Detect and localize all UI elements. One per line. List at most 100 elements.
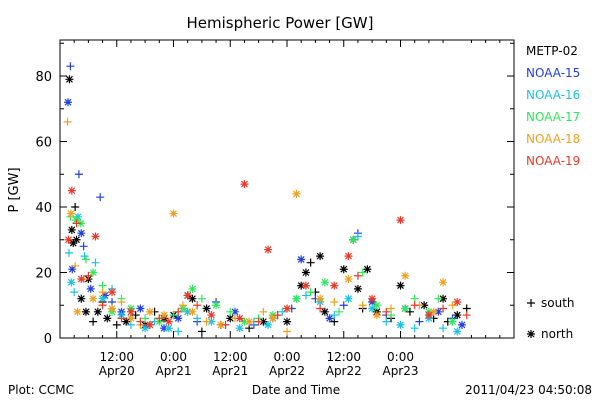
y-axis: 0 20 40 60 80 [35,42,514,347]
legend-entry: NOAA-17 [526,110,580,124]
marker-legend-label: north [541,327,573,341]
data-point-south [131,311,140,320]
data-point-north [401,304,410,313]
x-tick-date: Apr23 [382,364,418,378]
x-tick-date: Apr22 [326,364,362,378]
data-point-north [216,320,225,329]
x-tick-time: 12:00 [99,350,134,364]
data-point-north [77,294,86,303]
data-point-north [344,294,353,303]
data-point-north [235,314,244,323]
data-point-south [339,301,348,310]
data-point-south [117,314,126,323]
data-point-north [349,235,358,244]
data-point-north [100,291,109,300]
data-point-north [73,307,82,316]
x-tick-date: Apr21 [155,364,191,378]
data-point-north [89,268,98,277]
data-point-north [297,255,306,264]
data-point-north [434,307,443,316]
data-point-north [174,314,183,323]
data-point-north [86,284,95,293]
legend-entry: NOAA-15 [526,66,580,80]
data-point-south [84,271,93,280]
marker-legend-symbol [527,330,535,338]
data-point-south [79,242,88,251]
data-point-north [448,317,457,326]
data-point-south [278,307,287,316]
legend: METP-02 NOAA-15 NOAA-16 NOAA-17 NOAA-18 NOAA-… [526,44,580,168]
data-point-south [283,327,291,336]
data-point-north [67,278,76,287]
x-tick-date: Apr22 [269,364,305,378]
data-point-south [301,291,310,300]
data-point-south [98,288,107,297]
data-point-south [96,193,105,202]
data-point-north [82,307,91,316]
data-point-south [330,311,339,320]
data-point-north [91,232,100,241]
data-point-north [64,98,73,107]
marker-legend: south north [527,296,575,341]
data-point-north [439,294,448,303]
data-point-north [259,317,268,326]
data-point-south [136,317,145,326]
x-tick-time: 0:00 [387,350,414,364]
data-point-north [183,307,192,316]
data-point-south [80,252,89,261]
data-point-north [429,307,438,316]
data-point-north [264,320,273,329]
data-point-south [193,301,202,310]
data-point-north [108,304,117,313]
data-point-north [89,294,98,303]
data-point-north [202,304,211,313]
data-point-north [235,324,244,333]
marker-legend-symbol [527,299,535,307]
x-tick-time: 12:00 [213,350,248,364]
data-point-north [188,307,197,316]
data-point-north [372,311,381,320]
series-noaa-18 [63,117,457,336]
data-point-north [93,307,102,316]
data-point-south [335,307,344,316]
data-point-south [178,301,187,310]
data-point-south [353,232,362,241]
footer-left: Plot: CCMC [8,383,74,397]
data-point-north [453,297,462,306]
data-point-north [401,271,410,280]
x-tick-date: Apr20 [99,364,135,378]
data-point-north [420,301,429,310]
data-point-south [89,317,98,326]
legend-entry: NOAA-18 [526,132,580,146]
data-point-south [439,324,448,333]
data-point-south [382,317,391,326]
data-point-north [145,307,154,316]
data-point-north [330,281,339,290]
x-tick-time: 0:00 [274,350,301,364]
footer-right: 2011/04/23 04:50:08 [465,383,592,397]
marker-legend-label: south [541,296,575,310]
data-point-south [117,297,126,306]
legend-entry: METP-02 [526,44,578,58]
data-point-north [297,281,306,290]
data-point-north [439,278,448,287]
x-tick-time: 12:00 [326,350,361,364]
data-point-north [126,307,135,316]
data-point-north [65,75,74,84]
data-point-south [273,311,282,320]
data-point-north [301,268,310,277]
data-point-south [316,304,325,313]
x-tick-time: 0:00 [160,350,187,364]
plot-frame [59,39,515,339]
data-point-south [71,203,80,212]
data-point-north [292,189,301,198]
data-point-south [141,314,150,323]
data-point-south [70,288,79,297]
data-point-south [405,307,414,316]
data-point-south [259,307,268,316]
data-point-north [67,225,76,234]
data-point-south [91,258,100,267]
data-point-north [108,288,117,297]
data-point-south [174,307,183,316]
